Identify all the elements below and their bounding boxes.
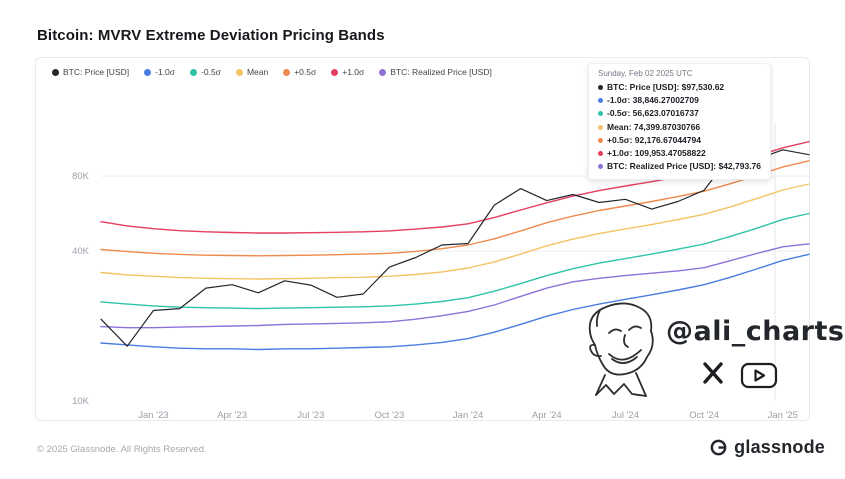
tooltip-color-dot (598, 98, 603, 104)
tooltip-row: +0.5σ: 92,176.67044794 (598, 134, 761, 147)
page-title: Bitcoin: MVRV Extreme Deviation Pricing … (37, 27, 385, 44)
series-line-Mean (100, 183, 810, 280)
youtube-icon (740, 362, 778, 389)
y-axis-tick-label: 80K (72, 171, 90, 182)
tooltip-text: -1.0σ: 38,846.27002709 (607, 95, 699, 106)
x-axis-tick-label: Apr '24 (532, 410, 562, 421)
legend-item[interactable]: +0.5σ (283, 67, 316, 77)
series-line--0.5σ (100, 212, 810, 310)
tooltip-color-dot (598, 164, 603, 170)
x-axis-tick-label: Apr '23 (217, 410, 247, 421)
tooltip-row: BTC: Realized Price [USD]: $42,793.76 (598, 160, 761, 173)
sketch-face-watermark (588, 302, 654, 397)
legend-item[interactable]: +1.0σ (331, 67, 364, 77)
series-line-+0.5σ (100, 160, 810, 257)
legend-label: Mean (246, 67, 269, 77)
legend-item[interactable]: -1.0σ (144, 67, 175, 77)
x-axis-tick-label: Jan '25 (768, 410, 798, 421)
copyright-text: © 2025 Glassnode. All Rights Reserved. (37, 444, 207, 455)
legend-label: BTC: Price [USD] (63, 67, 130, 77)
series-line--1.0σ (100, 253, 810, 351)
legend-label: -1.0σ (155, 67, 176, 77)
legend-label: +0.5σ (294, 67, 317, 77)
chart-card: BTC: Price [USD] -1.0σ -0.5σ Mean +0.5σ +1.0σ… (35, 57, 810, 421)
tooltip-color-dot (598, 111, 603, 117)
tooltip-color-dot (598, 85, 603, 91)
tooltip-text: -0.5σ: 56,623.07016737 (607, 108, 699, 119)
tooltip-text: +1.0σ: 109,953.47058822 (607, 147, 706, 158)
tooltip-text: Mean: 74,399.87030766 (607, 121, 701, 132)
tooltip-color-dot (598, 124, 603, 130)
x-axis-tick-label: Jan '23 (138, 410, 168, 421)
tooltip-row: -1.0σ: 38,846.27002709 (598, 94, 761, 107)
legend-color-dot (235, 68, 243, 76)
y-axis-tick-label: 10K (72, 396, 90, 407)
glassnode-wordmark: glassnode (734, 437, 825, 457)
glassnode-logo-icon (710, 439, 727, 456)
legend-color-dot (52, 68, 59, 76)
tooltip-date: Sunday, Feb 02 2025 UTC (598, 69, 693, 78)
legend-item[interactable]: BTC: Price [USD] (52, 67, 129, 77)
x-logo-icon (703, 362, 723, 384)
series-line-btc-price (100, 149, 810, 347)
tooltip-text: BTC: Price [USD]: $97,530.62 (607, 82, 725, 92)
tooltip-row: +1.0σ: 109,953.47058822 (598, 147, 761, 160)
watermark-handle: @ali_charts (666, 316, 845, 347)
legend-label: -0.5σ (201, 67, 221, 77)
x-axis-tick-label: Jan '24 (453, 410, 483, 421)
series-line-BTC: Realized Price [USD] (100, 243, 810, 329)
tooltip-text: +0.5σ: 92,176.67044794 (607, 134, 701, 145)
tooltip-color-dot (598, 150, 603, 156)
legend-item[interactable]: BTC: Realized Price [USD] (379, 67, 492, 77)
price-chart-plot[interactable]: 10K 40K 80K Jan '23 Apr '23 Jul '23 Oct '23 Jan… (36, 58, 811, 422)
glassnode-logo: glassnode (709, 437, 825, 458)
y-axis-tick-label: 40K (72, 246, 90, 257)
x-axis-tick-label: Jul '23 (297, 410, 324, 421)
legend-color-dot (144, 68, 152, 76)
legend-label: BTC: Realized Price [USD] (390, 67, 492, 77)
legend-color-dot (190, 68, 198, 76)
x-axis-tick-label: Jul '24 (612, 410, 639, 421)
tooltip-color-dot (598, 137, 603, 143)
legend-color-dot (379, 68, 387, 76)
chart-tooltip: Sunday, Feb 02 2025 UTC BTC: Price [USD]… (588, 63, 772, 181)
legend-color-dot (283, 68, 291, 76)
tooltip-row: Mean: 74,399.87030766 (598, 121, 761, 134)
legend-item[interactable]: Mean (235, 67, 269, 77)
tooltip-row: BTC: Price [USD]: $97,530.62 (598, 81, 761, 94)
legend-color-dot (331, 68, 339, 76)
chart-legend: BTC: Price [USD] -1.0σ -0.5σ Mean +0.5σ +1.0σ… (52, 67, 492, 77)
tooltip-row: -0.5σ: 56,623.07016737 (598, 107, 761, 120)
x-axis-tick-label: Oct '24 (689, 410, 719, 421)
x-axis-tick-label: Oct '23 (374, 410, 404, 421)
legend-label: +1.0σ (342, 67, 365, 77)
legend-item[interactable]: -0.5σ (190, 67, 221, 77)
tooltip-text: BTC: Realized Price [USD]: $42,793.76 (607, 161, 762, 172)
